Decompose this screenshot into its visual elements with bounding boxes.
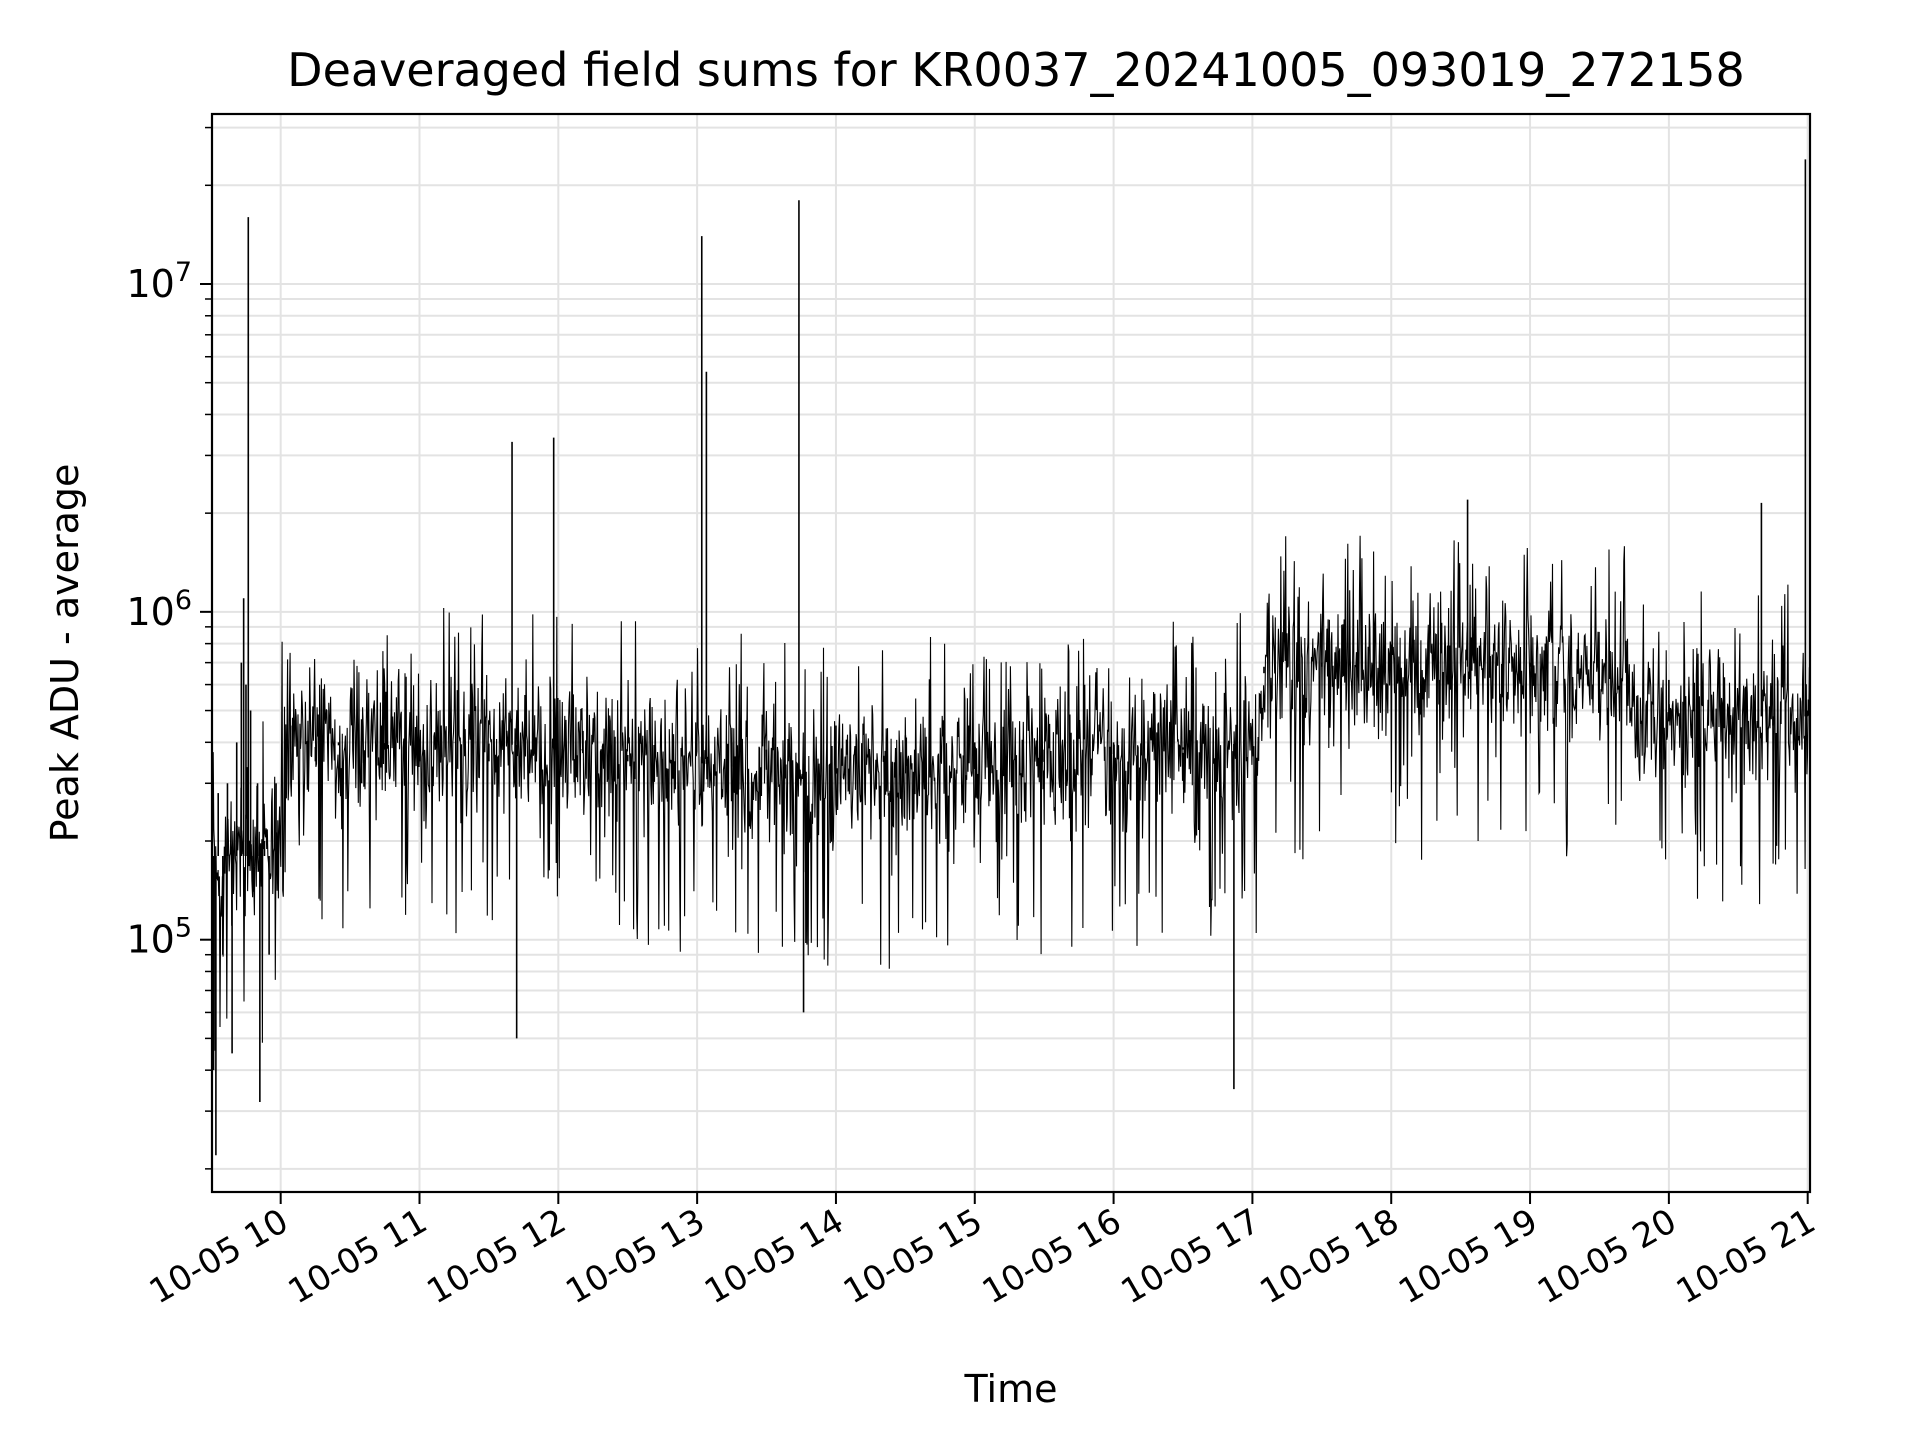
x-tick-label: 10-05 18 — [1253, 1201, 1405, 1312]
x-tick-label: 10-05 20 — [1531, 1201, 1683, 1312]
data-series — [211, 159, 1811, 1156]
x-tick-label: 10-05 15 — [837, 1201, 989, 1312]
x-tick-label: 10-05 12 — [420, 1201, 572, 1312]
y-tick-label: 105 — [126, 913, 192, 962]
plot-frame — [210, 112, 1812, 1194]
x-tick-label: 10-05 17 — [1115, 1201, 1267, 1312]
y-axis: 105 106 107 — [126, 126, 212, 1170]
x-tick-label: 10-05 13 — [559, 1201, 711, 1312]
series-line — [211, 535, 1811, 1051]
x-tick-label: 10-05 11 — [282, 1201, 434, 1312]
y-tick-label: 106 — [126, 585, 192, 634]
x-tick-label: 10-05 14 — [698, 1201, 850, 1312]
chart-title: Deaveraged field sums for KR0037_2024100… — [287, 43, 1745, 97]
y-tick-label: 107 — [126, 257, 192, 306]
x-tick-label: 10-05 16 — [976, 1201, 1128, 1312]
x-axis-label: Time — [964, 1367, 1058, 1411]
x-tick-label: 10-05 19 — [1392, 1201, 1544, 1312]
y-axis-label: Peak ADU - average — [43, 464, 87, 843]
x-tick-label: 10-05 21 — [1670, 1201, 1822, 1312]
x-tick-label: 10-05 10 — [143, 1201, 295, 1312]
